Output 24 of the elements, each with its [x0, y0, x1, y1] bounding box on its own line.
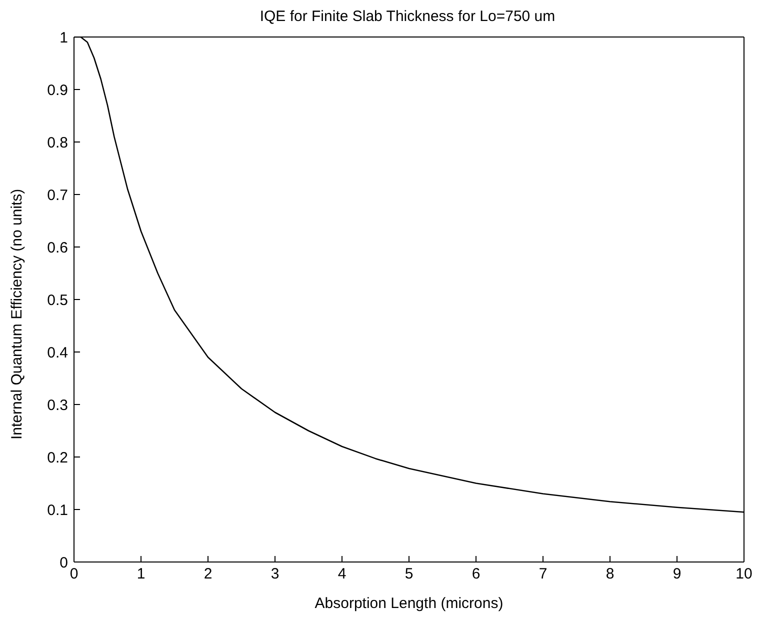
x-tick-label: 10 — [736, 566, 752, 583]
y-tick-label: 0.4 — [47, 344, 68, 362]
x-tick-label: 5 — [404, 566, 414, 583]
x-tick-label: 4 — [338, 566, 346, 583]
x-axis-title: Absorption Length (microns) — [314, 595, 504, 612]
y-tick-label: 0.7 — [47, 186, 68, 204]
y-tick-label: 0.1 — [47, 502, 68, 519]
x-tick-label: 7 — [538, 566, 548, 583]
chart-title: IQE for Finite Slab Thickness for Lo=750 um — [258, 8, 556, 27]
y-tick-label: 0.9 — [47, 82, 68, 99]
x-tick-label: 9 — [672, 566, 682, 583]
y-tick-label: 0.8 — [47, 134, 68, 152]
x-tick-label: 8 — [606, 566, 614, 583]
x-tick-label: 3 — [270, 566, 280, 583]
y-tick-label: 0.5 — [47, 292, 68, 309]
y-tick-label: 0 — [60, 554, 68, 572]
y-tick-label: 0.2 — [47, 449, 68, 466]
y-axis-title: Internal Quantum Efficiency (no units) — [8, 188, 26, 440]
x-tick-label: 1 — [136, 566, 146, 583]
y-tick-label: 1 — [60, 29, 68, 46]
y-tick-label: 0.6 — [47, 239, 68, 256]
y-tick-label: 0.3 — [47, 396, 68, 414]
x-tick-label: 6 — [472, 566, 480, 583]
x-tick-label: 2 — [204, 566, 212, 583]
